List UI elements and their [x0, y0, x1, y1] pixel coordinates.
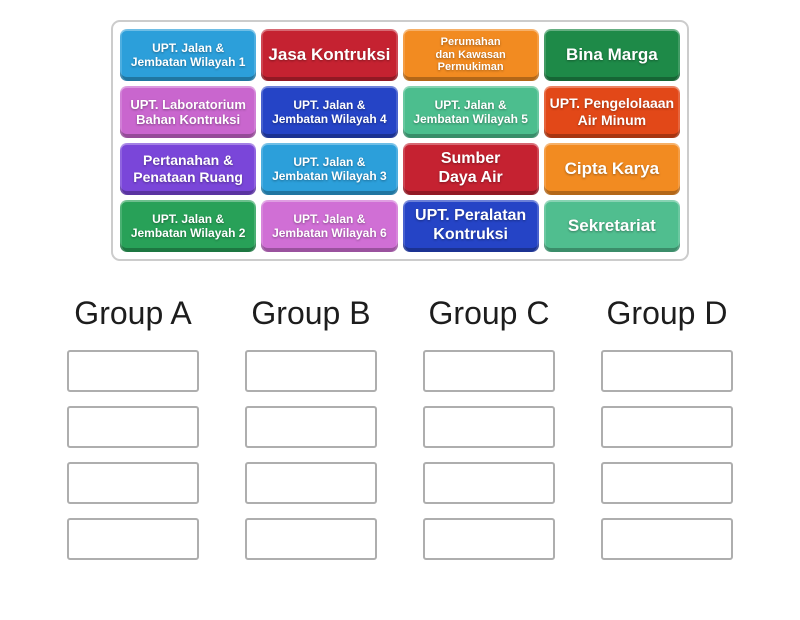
tile-grid: UPT. Jalan & Jembatan Wilayah 1 Jasa Kont…	[120, 29, 680, 252]
group-column: Group B	[245, 295, 377, 574]
tile[interactable]: UPT. Jalan & Jembatan Wilayah 5	[402, 86, 539, 138]
tile[interactable]: UPT. Jalan & Jembatan Wilayah 2	[120, 200, 257, 252]
group-column: Group D	[601, 295, 733, 574]
drop-slot[interactable]	[245, 462, 377, 504]
drop-slot[interactable]	[423, 406, 555, 448]
groups-area: Group A Group B Group C Group D	[0, 295, 800, 574]
tile[interactable]: UPT. Jalan & Jembatan Wilayah 3	[261, 143, 398, 195]
tile[interactable]: Jasa Kontruksi	[261, 29, 398, 81]
drop-slot[interactable]	[423, 518, 555, 560]
tile[interactable]: UPT. Jalan & Jembatan Wilayah 6	[261, 200, 398, 252]
tile[interactable]: Sekretariat	[543, 200, 680, 252]
drop-slot[interactable]	[601, 518, 733, 560]
tile[interactable]: UPT. Pengelolaaan Air Minum	[543, 86, 680, 138]
drop-slot[interactable]	[67, 350, 199, 392]
drop-slot[interactable]	[67, 406, 199, 448]
tile[interactable]: UPT. Laboratorium Bahan Kontruksi	[120, 86, 257, 138]
tile[interactable]: Cipta Karya	[543, 143, 680, 195]
drop-slot[interactable]	[601, 350, 733, 392]
group-header: Group A	[74, 295, 192, 331]
drop-slot[interactable]	[601, 462, 733, 504]
tile[interactable]: Bina Marga	[543, 29, 680, 81]
tile[interactable]: Perumahan dan Kawasan Permukiman	[402, 29, 539, 81]
tile-tray: UPT. Jalan & Jembatan Wilayah 1 Jasa Kont…	[111, 20, 689, 261]
tile[interactable]: Pertanahan & Penataan Ruang	[120, 143, 257, 195]
group-column: Group C	[423, 295, 555, 574]
drop-slot[interactable]	[67, 462, 199, 504]
group-header: Group D	[606, 295, 728, 331]
group-header: Group C	[428, 295, 550, 331]
drop-slot[interactable]	[67, 518, 199, 560]
group-column: Group A	[67, 295, 199, 574]
tile[interactable]: UPT. Jalan & Jembatan Wilayah 4	[261, 86, 398, 138]
drop-slot[interactable]	[601, 406, 733, 448]
tile[interactable]: UPT. Peralatan Kontruksi	[402, 200, 539, 252]
drop-slot[interactable]	[423, 462, 555, 504]
drop-slot[interactable]	[245, 406, 377, 448]
drop-slot[interactable]	[245, 350, 377, 392]
group-header: Group B	[251, 295, 371, 331]
drop-slot[interactable]	[245, 518, 377, 560]
tile[interactable]: UPT. Jalan & Jembatan Wilayah 1	[120, 29, 257, 81]
tile[interactable]: Sumber Daya Air	[402, 143, 539, 195]
drop-slot[interactable]	[423, 350, 555, 392]
